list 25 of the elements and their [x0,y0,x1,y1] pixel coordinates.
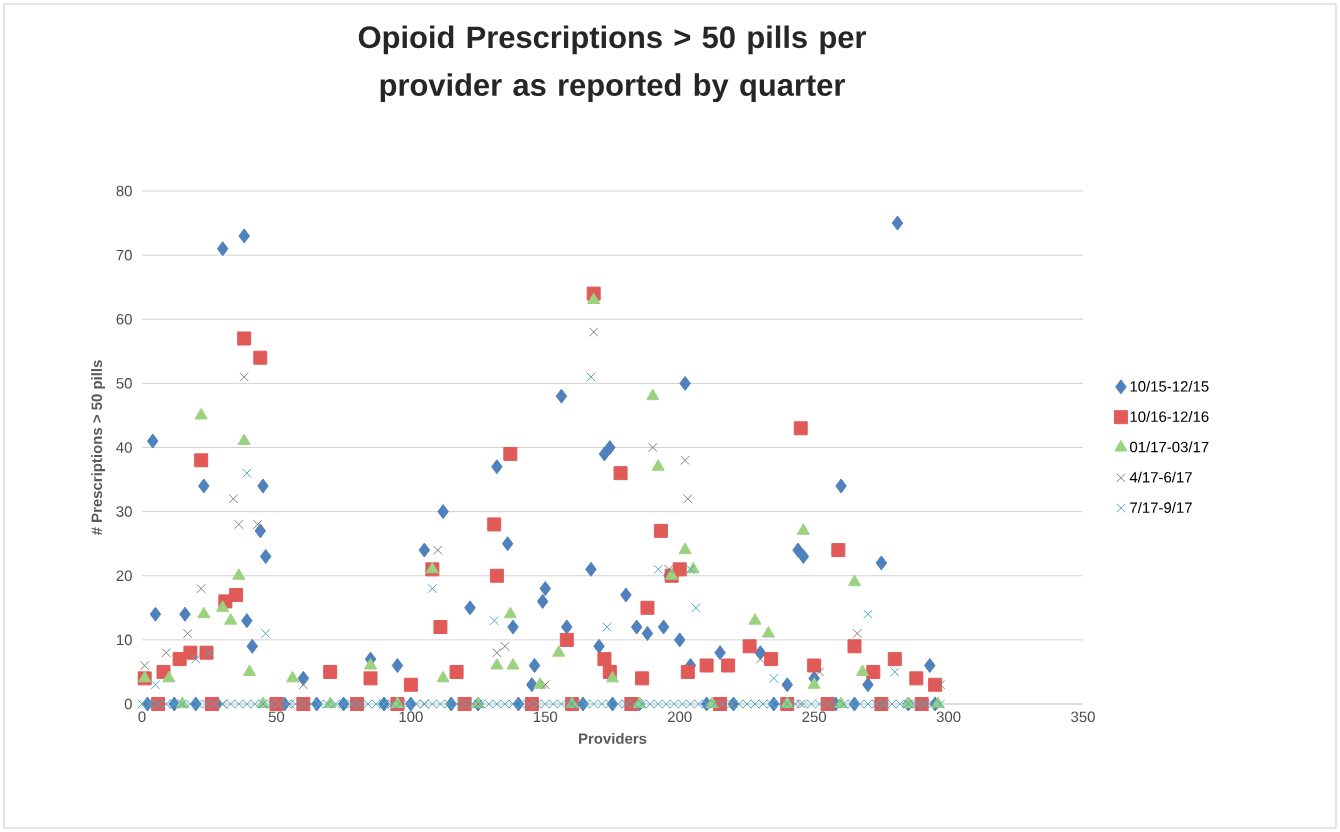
x-tick-label: 250 [802,711,827,723]
x-tick-label: 150 [533,711,558,723]
y-tick-label: 70 [116,249,132,261]
y-tick-label: 30 [116,506,132,517]
legend-label: 10/16-12/16 [1130,411,1209,422]
y-axis-title: # Prescriptions > 50 pills [91,360,106,536]
legend-label: 4/17-6/17 [1129,471,1192,483]
x-tick-label: 350 [1071,711,1095,723]
legend-label: 10/15-12/15 [1130,380,1209,392]
x-tick-label: 300 [936,711,961,723]
y-tick-label: 20 [116,570,132,582]
y-tick-label: 0 [124,698,132,710]
legend-label: 01/17-03/17 [1130,441,1209,453]
y-tick-label: 40 [116,442,132,453]
x-tick-label: 100 [399,711,423,723]
chart-title: Opioid Prescriptions > 50 pills per provider as reported by quarter [358,25,866,103]
y-tick-label: 50 [116,378,132,389]
y-tick-label: 60 [116,313,132,325]
y-tick-label: 10 [117,634,132,646]
x-tick-label: 0 [138,711,146,723]
x-tick-label: 200 [668,711,692,723]
legend-label: 7/17-9/17 [1130,501,1192,513]
x-tick-label: 50 [268,711,285,723]
x-axis-title: Providers [579,732,647,744]
y-tick-label: 80 [116,185,132,197]
